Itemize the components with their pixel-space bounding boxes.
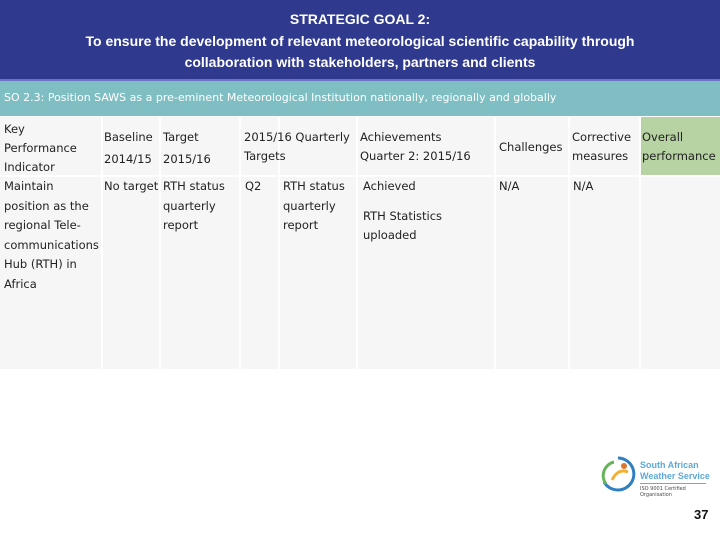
header-target-line: Target [163, 130, 199, 144]
strategic-objective-bar: SO 2.3: Position SAWS as a pre-eminent M… [0, 81, 720, 116]
strategic-goal-title: STRATEGIC GOAL 2: [289, 11, 431, 27]
header-target: Target 2015/16 [163, 126, 211, 170]
row-achievement-line: RTH Statistics [363, 208, 443, 223]
row-quarterly-target-line: report [283, 218, 319, 232]
table-column-divider [568, 117, 570, 369]
row-achievement-line: uploaded [363, 228, 417, 242]
row-corrective: N/A [573, 177, 593, 197]
table-column-divider [639, 117, 641, 369]
header-corrective-line: Corrective [572, 130, 632, 144]
performance-table [0, 117, 720, 369]
header-challenges-line: Challenges [499, 140, 563, 154]
saws-emblem-icon [601, 456, 636, 492]
row-kpi-line: regional Tele- [4, 218, 81, 232]
header-achievements: Achievements Quarter 2: 2015/16 [360, 128, 471, 166]
row-kpi: Maintain position as the regional Tele- … [4, 177, 99, 294]
row-baseline-line: No target [104, 179, 159, 193]
header-quarterly-targets-line: 2015/16 Quarterly [244, 130, 350, 144]
table-column-divider [239, 117, 241, 369]
header-achievements-line: Achievements [360, 130, 442, 144]
row-kpi-line: Maintain [4, 179, 54, 193]
slide-footer-area [0, 369, 720, 540]
table-column-divider [278, 117, 280, 369]
row-target: RTH status quarterly report [163, 177, 225, 236]
row-baseline: No target [104, 177, 158, 197]
header-overall-line: performance [642, 149, 716, 163]
header-kpi-line: Key [4, 122, 25, 136]
overall-performance-highlight [641, 117, 720, 175]
table-row-divider [0, 175, 720, 177]
header-baseline: Baseline 2014/15 [104, 126, 153, 170]
row-achievement-spacer [363, 197, 442, 207]
strategic-goal-description-line2: collaboration with stakeholders, partner… [184, 54, 536, 70]
table-column-divider [159, 117, 161, 369]
header-corrective-line: measures [572, 149, 629, 163]
header-kpi-line: Performance [4, 141, 77, 155]
header-quarterly-targets-line: Targets [244, 149, 286, 163]
row-quarterly-target: RTH status quarterly report [283, 177, 345, 236]
row-challenges-line: N/A [499, 179, 520, 193]
header-baseline-line: Baseline [104, 130, 153, 144]
header-overall-performance: Overall performance [642, 128, 716, 166]
row-quarterly-target-line: RTH status [283, 179, 345, 193]
row-quarter: Q2 [245, 177, 261, 197]
logo-certification: ISO 9001 Certified Organisation [640, 486, 686, 498]
header-banner: STRATEGIC GOAL 2: To ensure the developm… [0, 0, 720, 81]
row-target-line: RTH status [163, 179, 225, 193]
header-target-line: 2015/16 [163, 152, 211, 166]
header-baseline-line: 2014/15 [104, 152, 152, 166]
logo-line: South African [640, 460, 699, 470]
row-target-line: quarterly [163, 198, 216, 213]
row-kpi-line: Africa [4, 276, 37, 291]
header-quarterly-targets: 2015/16 Quarterly Targets [244, 128, 350, 166]
page-number: 37 [694, 507, 709, 522]
logo-line: Weather Service [640, 471, 710, 481]
header-kpi: Key Performance Indicator [4, 120, 77, 177]
header-achievements-line: Quarter 2: 2015/16 [360, 149, 471, 163]
row-kpi-line: position as the [4, 198, 89, 213]
header-kpi-line: Indicator [4, 160, 55, 174]
strategic-goal-description: To ensure the development of relevant me… [0, 31, 720, 73]
strategic-objective-text: SO 2.3: Position SAWS as a pre-eminent M… [4, 91, 557, 104]
table-column-divider [356, 117, 358, 369]
table-column-divider [101, 117, 103, 369]
row-achievement-line: Achieved [363, 179, 416, 193]
header-corrective-measures: Corrective measures [572, 128, 631, 166]
row-kpi-line: communications [4, 237, 99, 252]
row-target-line: report [163, 218, 199, 232]
table-column-divider [494, 117, 496, 369]
header-overall-line: Overall [642, 130, 684, 144]
saws-logo: South African Weather Service ISO 9001 C… [598, 452, 716, 498]
logo-wordmark: South African Weather Service [640, 460, 710, 482]
row-quarter-line: Q2 [245, 179, 262, 193]
row-corrective-line: N/A [573, 179, 594, 193]
header-challenges: Challenges [499, 138, 563, 157]
overall-performance-cell [641, 117, 720, 369]
row-quarterly-target-line: quarterly [283, 198, 336, 213]
strategic-goal-description-line1: To ensure the development of relevant me… [85, 33, 635, 49]
logo-divider [640, 483, 706, 484]
row-challenges: N/A [499, 177, 519, 197]
row-achievement: Achieved RTH Statistics uploaded [363, 177, 442, 246]
row-kpi-line: Hub (RTH) in [4, 257, 77, 271]
